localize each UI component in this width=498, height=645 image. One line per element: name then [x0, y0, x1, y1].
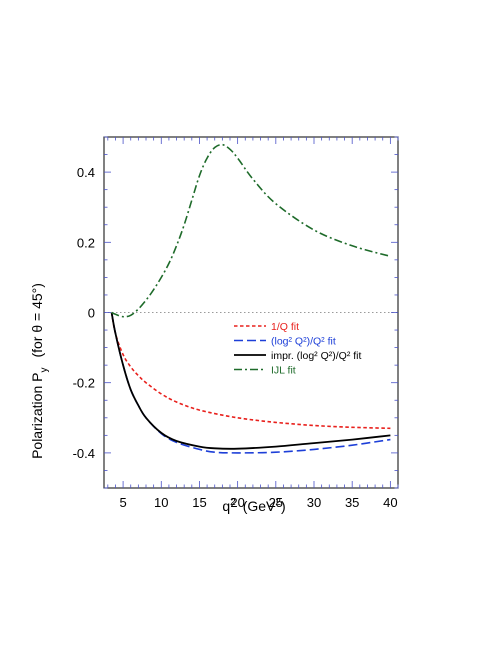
y-axis-title: Polarization Py (for θ = 45°) [29, 283, 50, 459]
series-layer [110, 143, 391, 454]
legend-entry-impr-log2-fit: impr. (log² Q²)/Q² fit [234, 350, 362, 362]
x-axis-title-unit-sup: 2 [275, 497, 281, 508]
x-tick-label: 20 [230, 495, 244, 510]
x-axis-title-unit-close: ) [281, 498, 286, 514]
legend-label: impr. (log² Q²)/Q² fit [271, 350, 362, 362]
legend: 1/Q fit (log² Q²)/Q² fit impr. (log² Q²)/Q… [234, 321, 362, 377]
x-tick-label: 15 [192, 495, 206, 510]
x-tick-label: 30 [307, 495, 321, 510]
legend-label: 1/Q fit [271, 321, 299, 333]
y-axis-title-main: Polarization P [29, 373, 45, 459]
legend-label: IJL fit [271, 365, 296, 377]
y-tick-label: -0.2 [73, 376, 95, 391]
x-tick-label: 35 [345, 495, 359, 510]
x-tick-label: 5 [119, 495, 126, 510]
series-impr-log2-fit [110, 312, 391, 450]
x-axis-title-q-sup: 2 [230, 497, 236, 508]
legend-entry-1-over-q-fit: 1/Q fit [234, 321, 299, 333]
legend-entry-log2-fit: (log² Q²)/Q² fit [234, 336, 336, 348]
series-1-over-q-fit [110, 312, 391, 430]
y-axis-title-paren: (for θ = 45°) [29, 283, 45, 357]
series-ijl-fit [111, 143, 391, 318]
y-axis-title-sub: y [39, 368, 50, 373]
x-tick-label: 10 [154, 495, 168, 510]
series-log2-fit [110, 312, 391, 454]
legend-entry-ijl-fit: IJL fit [234, 365, 296, 377]
y-tick-label: -0.4 [73, 446, 95, 461]
y-tick-label: 0.2 [77, 235, 95, 250]
x-tick-label: 40 [383, 495, 397, 510]
ticks-layer: 5 10 15 20 25 30 35 40 -0.4 -0.2 0 0.2 0.4 [73, 136, 399, 510]
x-axis-title-unit: (GeV [243, 498, 276, 514]
legend-label: (log² Q²)/Q² fit [271, 336, 336, 348]
x-axis-title: q2 (GeV2) [222, 497, 285, 514]
x-axis-title-q: q [222, 498, 230, 514]
y-tick-label: 0.4 [77, 165, 95, 180]
y-tick-label: 0 [88, 306, 95, 321]
x-tick-label: 25 [269, 495, 283, 510]
